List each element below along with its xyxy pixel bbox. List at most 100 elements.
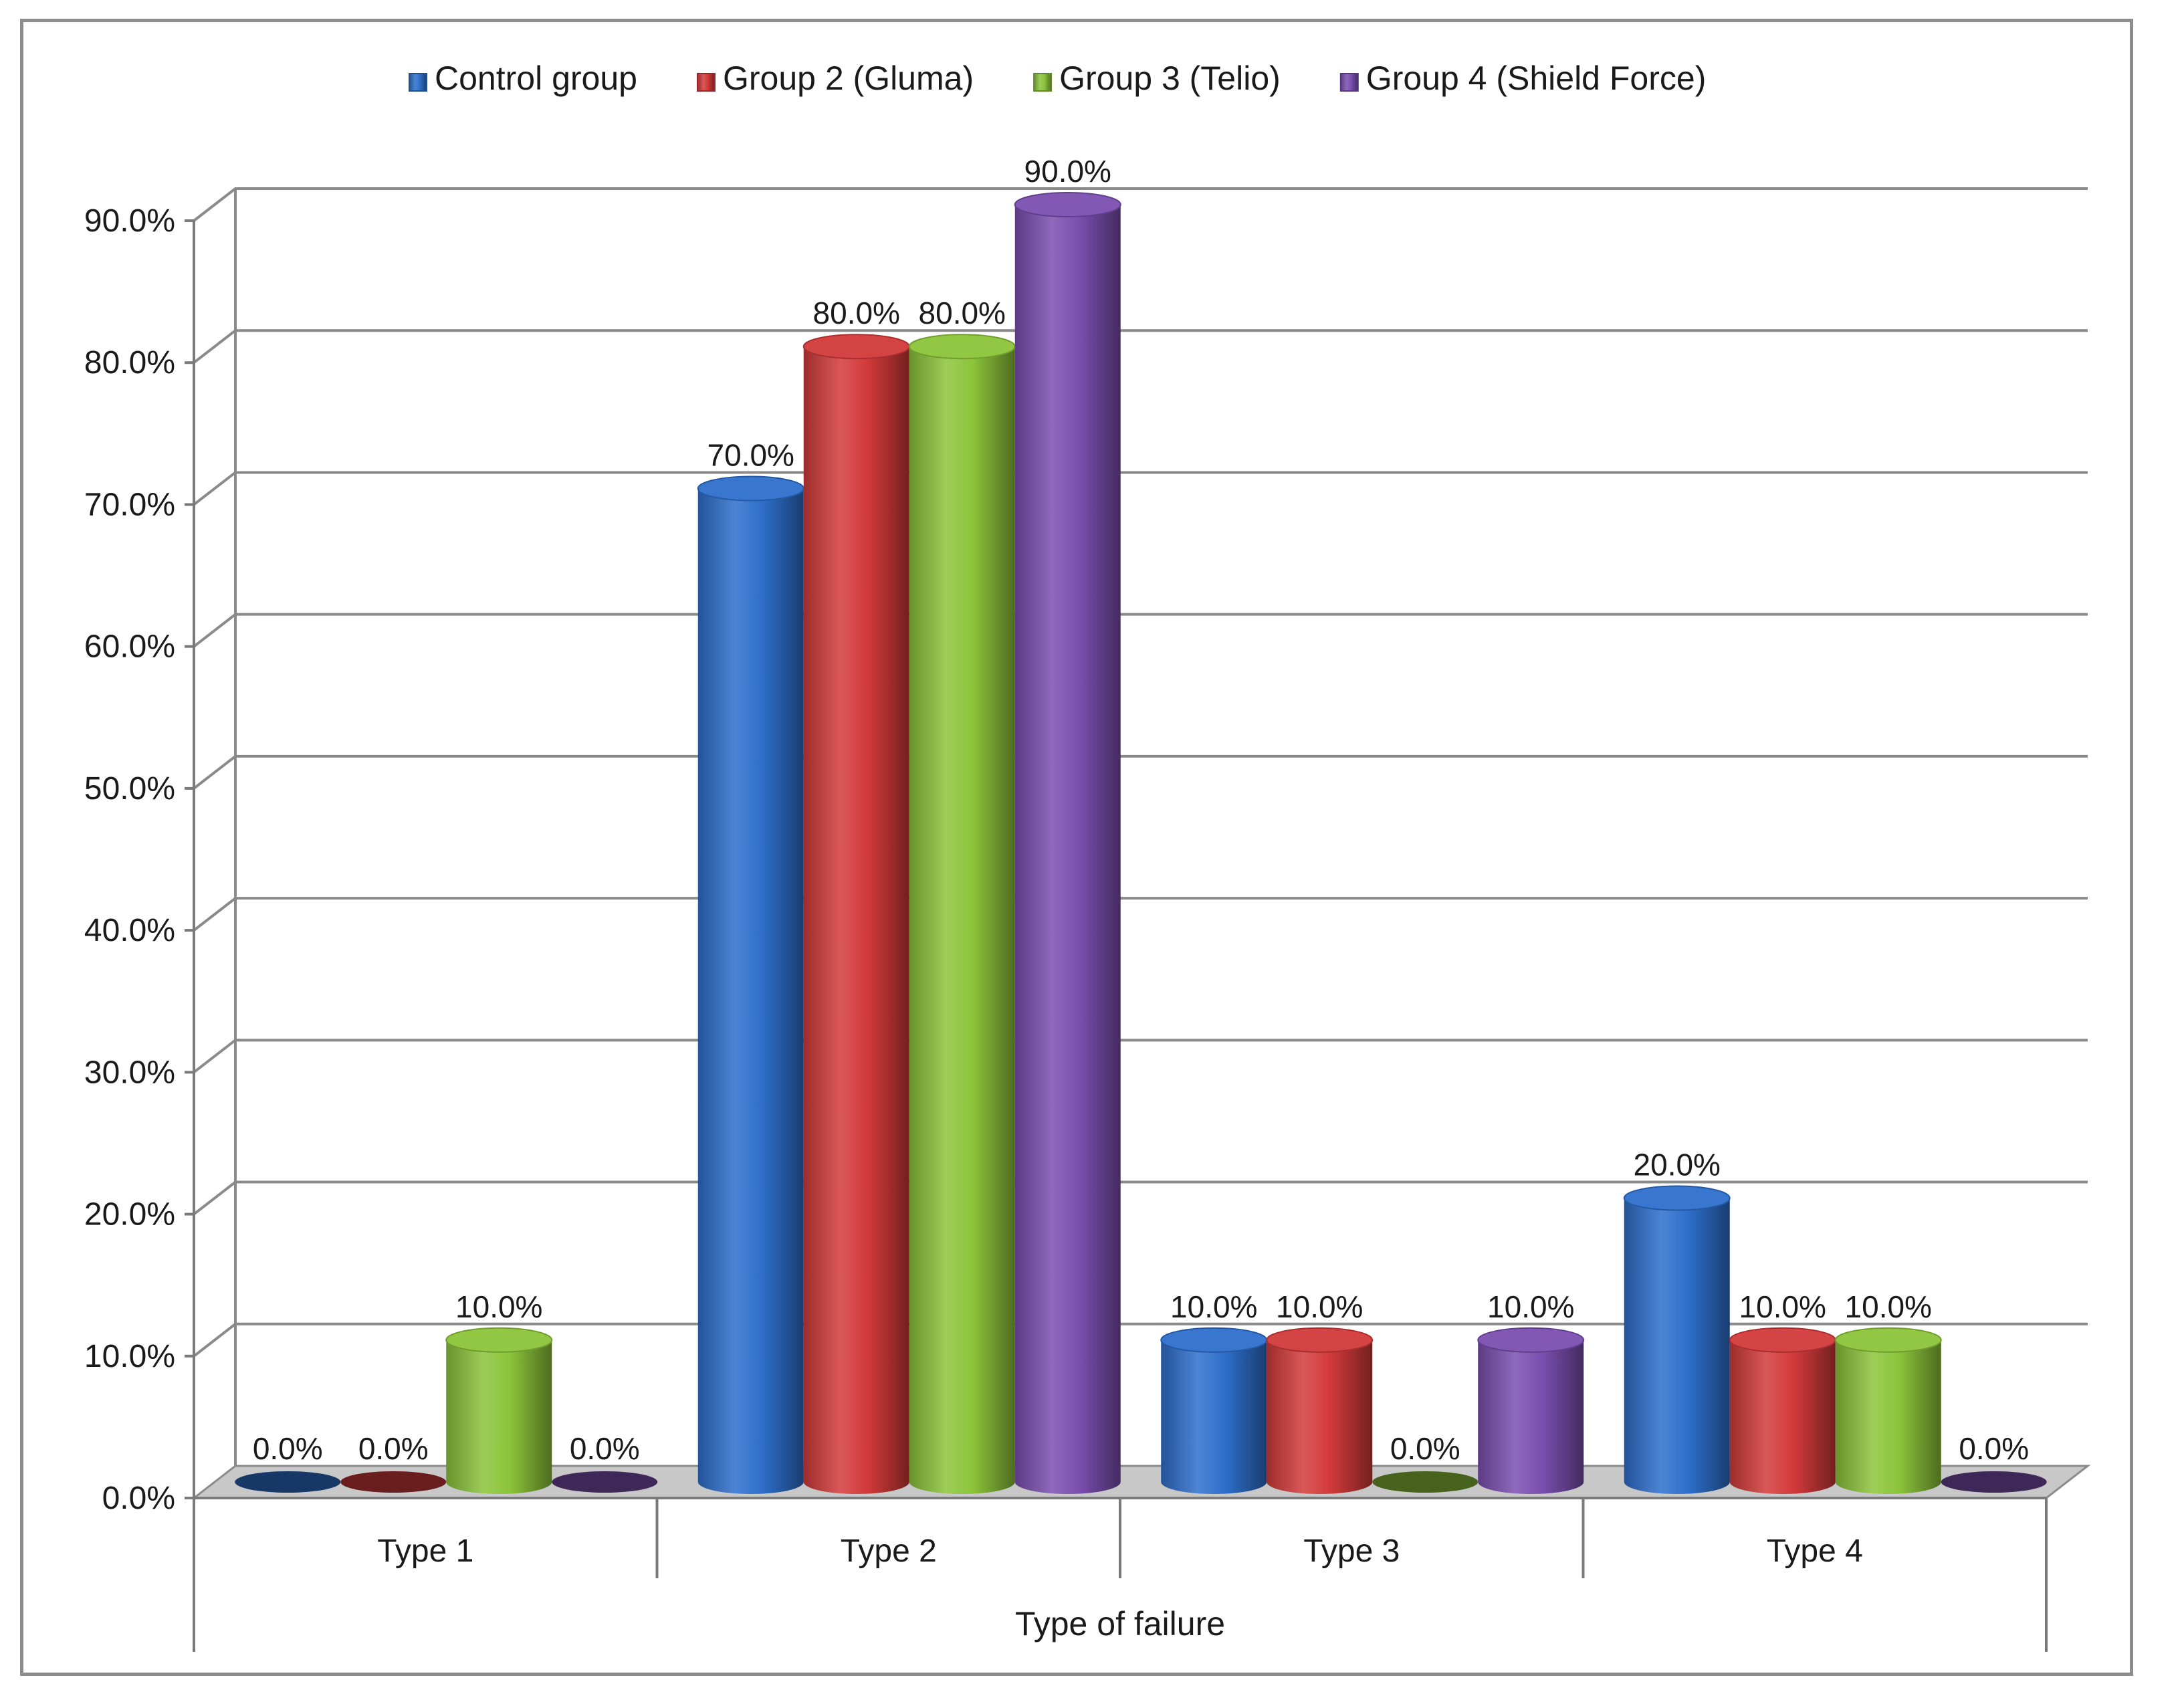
bar-cylinder (235, 1471, 341, 1493)
bar-body (446, 1340, 552, 1494)
legend-swatch (1339, 73, 1359, 92)
data-label: 10.0% (455, 1289, 542, 1324)
legend-swatch (1033, 73, 1053, 92)
data-label: 10.0% (1276, 1289, 1363, 1324)
bar-body (1161, 1340, 1267, 1494)
bar-cylinder (552, 1471, 658, 1493)
bar-cylinder (1014, 192, 1121, 1494)
data-label: 0.0% (570, 1431, 640, 1466)
legend-label: Group 2 (Gluma) (723, 60, 974, 97)
y-tick-label: 0.0% (102, 1481, 175, 1516)
bar-cylinder (1372, 1471, 1479, 1493)
bar-zero-disk (235, 1471, 341, 1493)
bar-top (697, 475, 804, 502)
bar-top (445, 1327, 553, 1353)
data-label: 80.0% (919, 296, 1006, 330)
y-tick-label: 20.0% (84, 1197, 175, 1233)
bar-cylinder (697, 475, 804, 1494)
bar-body (697, 488, 804, 1494)
x-category-label: Type 3 (1303, 1533, 1400, 1569)
bar-body (1729, 1340, 1836, 1494)
bar-cylinder (340, 1471, 447, 1493)
gridline (193, 1180, 2088, 1216)
bar-cylinder (445, 1327, 553, 1494)
data-label: 0.0% (1390, 1431, 1460, 1466)
data-label: 0.0% (358, 1431, 429, 1466)
bar-top (1729, 1327, 1836, 1353)
data-label: 20.0% (1634, 1148, 1721, 1182)
data-label: 0.0% (253, 1431, 323, 1466)
y-tick-label: 50.0% (84, 771, 175, 807)
bar-cylinder (1477, 1327, 1585, 1494)
bar-body (909, 346, 1015, 1495)
bar-top (1014, 192, 1121, 217)
bar-cylinder (908, 334, 1016, 1495)
bar-body (1267, 1340, 1373, 1494)
gridline (193, 613, 2088, 648)
gridline (193, 754, 2088, 790)
bar-cylinder (1941, 1471, 2047, 1493)
data-label: 10.0% (1739, 1289, 1826, 1324)
gridline (193, 1039, 2088, 1073)
legend-label: Control group (435, 60, 637, 97)
legend-swatch (409, 73, 427, 92)
data-label: 80.0% (813, 296, 900, 330)
gridline (193, 187, 2088, 222)
bar-zero-disk (340, 1471, 447, 1493)
bar-cylinder (1834, 1327, 1942, 1494)
bar-body (803, 346, 909, 1495)
legend-label: Group 3 (Telio) (1059, 60, 1281, 97)
legend: Control group Group 2 (Gluma) Group 3 (Tel… (409, 60, 1706, 97)
data-label: 10.0% (1487, 1289, 1574, 1324)
bar-body (1835, 1340, 1941, 1494)
y-tick-label: 30.0% (84, 1055, 175, 1090)
axes: 0.0% 10.0% 20.0% 30.0% 40.0% 50.0% 60.0% 70.0% 8… (84, 203, 2048, 1652)
x-axis-title: Type of failure (1015, 1605, 1225, 1642)
legend-item: Group 2 (Gluma) (696, 60, 974, 97)
data-label: 0.0% (1959, 1431, 2029, 1466)
legend-swatch (696, 73, 716, 92)
bar-top (1266, 1327, 1374, 1353)
bar-zero-disk (1941, 1471, 2047, 1493)
gridline (193, 897, 2088, 932)
bar-zero-disk (552, 1471, 658, 1493)
legend-label: Group 4 (Shield Force) (1366, 60, 1707, 97)
bar-cylinder (1266, 1327, 1374, 1494)
data-label: 10.0% (1170, 1289, 1257, 1324)
y-tick-label: 40.0% (84, 913, 175, 948)
y-tick-label: 10.0% (84, 1339, 175, 1374)
legend-item: Group 3 (Telio) (1033, 60, 1281, 97)
data-label: 90.0% (1024, 154, 1111, 189)
data-labels: 0.0% 0.0% 10.0% 0.0% 70.0% 80.0% 80.0% 90.0% 10.… (253, 154, 2029, 1466)
bar-zero-disk (1372, 1471, 1479, 1493)
y-tick-label: 90.0% (84, 203, 175, 239)
bar-body (1624, 1198, 1730, 1494)
bar-top (1477, 1327, 1585, 1353)
bar-top (1623, 1185, 1731, 1211)
y-tick-label: 60.0% (84, 629, 175, 665)
gridline (193, 471, 2088, 506)
data-label: 10.0% (1845, 1289, 1932, 1324)
bar-top (802, 334, 910, 360)
bar-top (1834, 1327, 1942, 1353)
bar-top (1160, 1327, 1268, 1353)
x-category-label: Type 4 (1767, 1533, 1863, 1569)
data-label: 70.0% (707, 437, 794, 472)
bar-body (1478, 1340, 1584, 1494)
bar-body (1014, 205, 1121, 1494)
bar-cylinder (802, 334, 910, 1495)
legend-item: Group 4 (Shield Force) (1339, 60, 1707, 97)
gridline (193, 329, 2088, 364)
bar-top (908, 334, 1016, 360)
bar-cylinder (1160, 1327, 1268, 1494)
bar-cylinder (1729, 1327, 1836, 1494)
gridlines (191, 187, 2091, 1499)
bar-cylinder (1623, 1185, 1731, 1494)
bars (235, 192, 2047, 1495)
y-tick-label: 80.0% (84, 345, 175, 381)
y-tick-label: 70.0% (84, 487, 175, 522)
x-category-label: Type 1 (377, 1533, 473, 1569)
legend-item: Control group (409, 60, 637, 97)
x-category-label: Type 2 (841, 1533, 937, 1569)
